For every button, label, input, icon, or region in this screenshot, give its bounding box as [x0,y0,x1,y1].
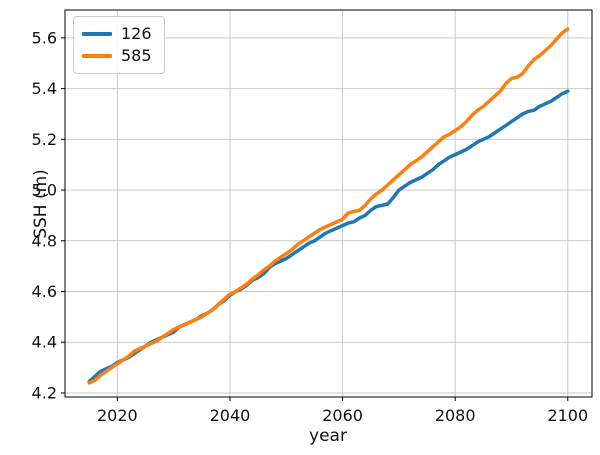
y-tick-label: 4.8 [32,231,57,250]
y-tick-label: 5.0 [32,181,57,200]
legend: 126 585 [73,16,165,74]
y-tick-label: 4.2 [32,383,57,402]
axes-spines [64,9,593,398]
y-tick-label: 5.4 [32,79,57,98]
series-line-585 [87,27,570,385]
y-tick-label: 4.4 [32,333,57,352]
legend-line-swatch-585 [82,54,112,58]
legend-label-585: 585 [121,46,152,65]
y-axis-label: SSH (m) [30,169,51,239]
legend-entry-126: 126 [82,23,156,45]
legend-entry-585: 585 [82,45,156,67]
x-axis-label: year [309,426,347,446]
legend-label-126: 126 [121,24,152,43]
legend-line-swatch-126 [82,32,112,36]
x-tick-label: 2100 [547,406,588,425]
x-tick-label: 2080 [435,406,476,425]
y-tick-label: 4.6 [32,282,57,301]
x-tick-label: 2060 [322,406,363,425]
y-tick-label: 5.2 [32,130,57,149]
y-tick-label: 5.6 [32,28,57,47]
x-tick-label: 2040 [210,406,251,425]
x-tick-label: 2020 [97,406,138,425]
